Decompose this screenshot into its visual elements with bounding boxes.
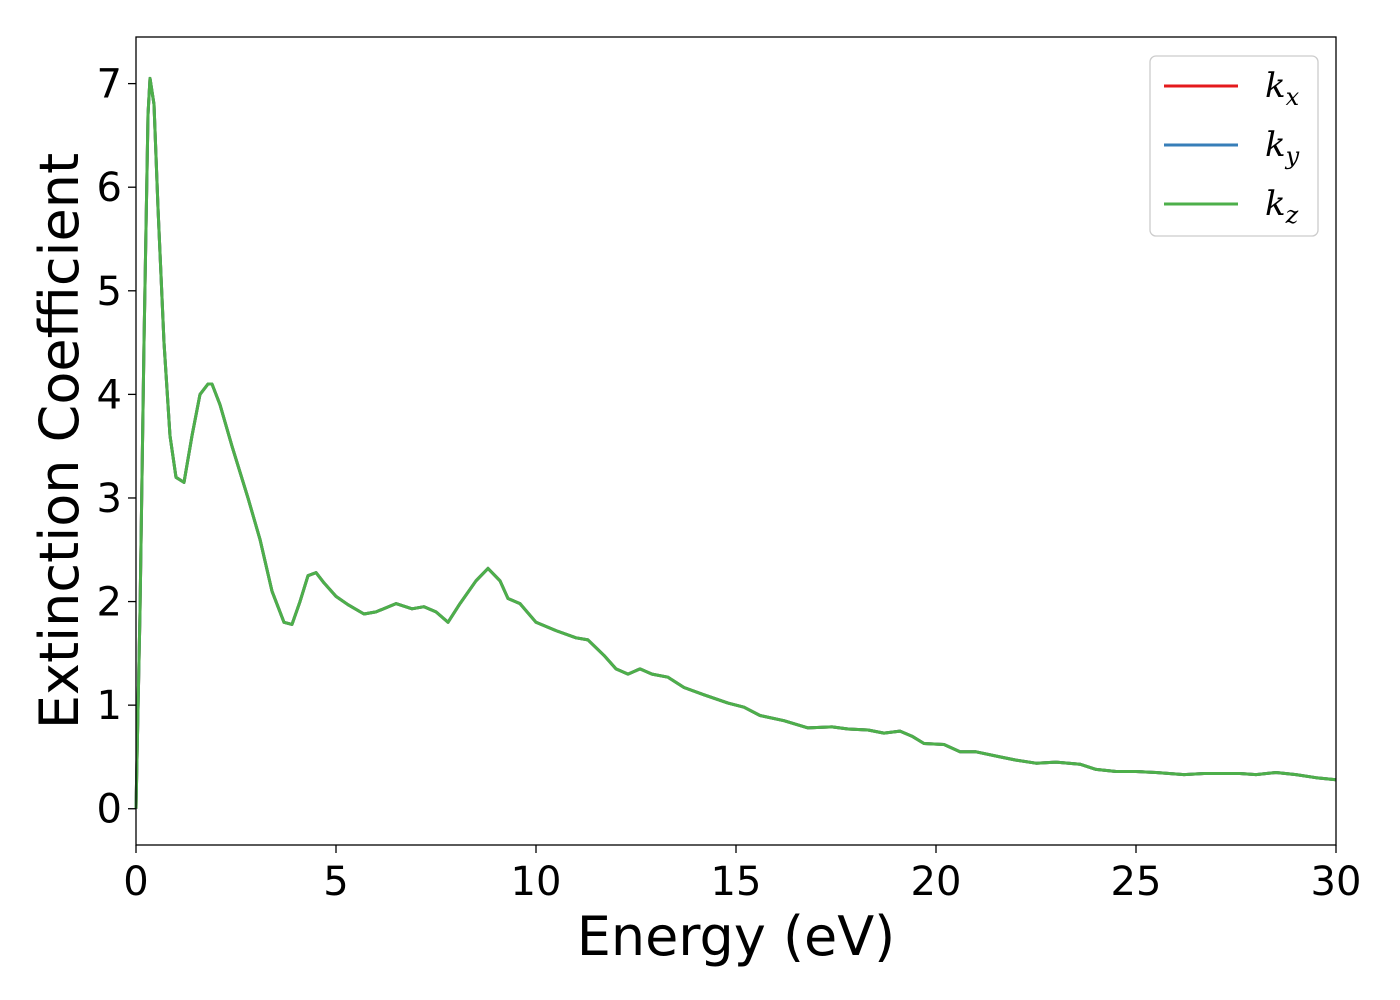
legend-label-y: ky xyxy=(1265,125,1300,170)
y-tick-label: 1 xyxy=(97,683,122,729)
y-tick-label: 3 xyxy=(97,476,122,522)
x-tick-label: 30 xyxy=(1311,859,1362,905)
y-tick-label: 6 xyxy=(97,165,122,211)
series-line-z xyxy=(134,76,1337,809)
y-tick-label: 7 xyxy=(97,62,122,108)
x-tick-label: 20 xyxy=(911,859,962,905)
y-axis-label: Extinction Coefficient xyxy=(28,153,91,729)
legend-label-x: kx xyxy=(1265,66,1300,111)
x-axis-ticks: 0 5 10 15 20 25 30 xyxy=(123,845,1361,905)
y-tick-label: 0 xyxy=(97,787,122,833)
x-tick-label: 15 xyxy=(711,859,762,905)
y-tick-label: 2 xyxy=(97,580,122,626)
legend: kx ky kz xyxy=(1149,55,1319,237)
x-tick-label: 0 xyxy=(123,859,148,905)
series-layer xyxy=(134,76,1337,809)
x-axis-label: Energy (eV) xyxy=(577,905,896,968)
x-tick-label: 25 xyxy=(1111,859,1162,905)
x-tick-label: 5 xyxy=(323,859,348,905)
y-axis-ticks: 0 1 2 3 4 5 6 7 xyxy=(97,62,136,833)
legend-label-z: kz xyxy=(1265,184,1299,229)
x-tick-label: 10 xyxy=(511,859,562,905)
y-tick-label: 5 xyxy=(97,269,122,315)
y-tick-label: 4 xyxy=(97,372,122,418)
